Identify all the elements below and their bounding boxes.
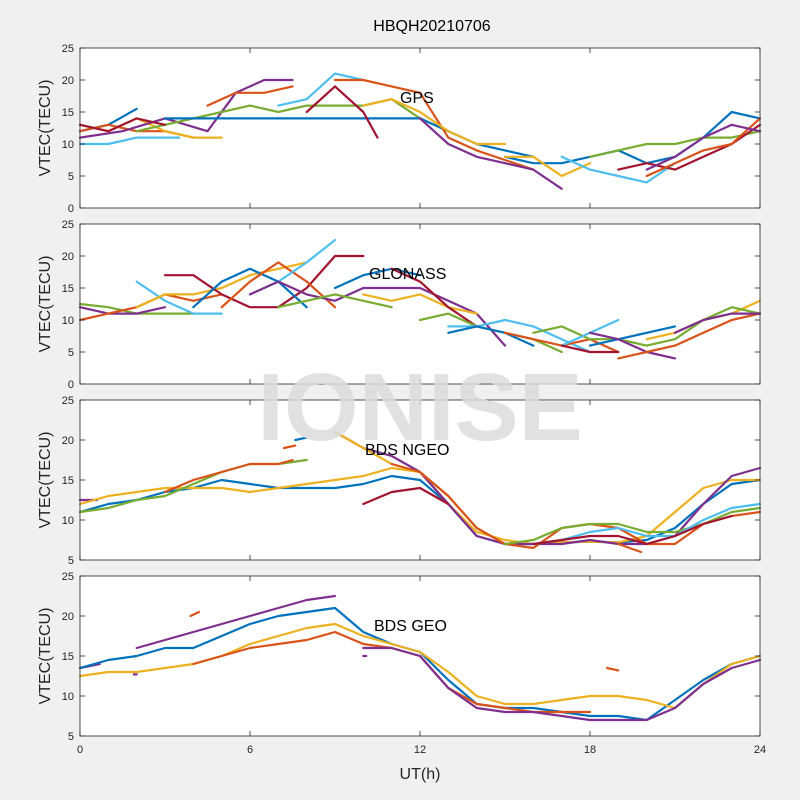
series-line	[617, 312, 762, 360]
y-tick-label: 10	[62, 139, 74, 151]
panel-label: BDS GEO	[374, 618, 447, 635]
series-line	[532, 325, 648, 347]
y-tick-label: 25	[62, 571, 74, 583]
series-line	[560, 155, 677, 184]
series-line	[588, 325, 677, 347]
series-line	[447, 325, 535, 347]
chart-title: HBQH20210706	[373, 18, 491, 35]
x-axis-label: UT(h)	[400, 766, 441, 783]
y-tick-label: 20	[62, 251, 74, 263]
series-line	[333, 430, 762, 546]
series-line	[390, 267, 478, 328]
series-line	[588, 331, 677, 360]
panel-label: GLONASS	[369, 266, 446, 283]
series-line	[362, 486, 450, 506]
y-axis-label: VTEC(TECU)	[37, 256, 54, 353]
y-tick-label: 20	[62, 611, 74, 623]
plot-area	[80, 48, 760, 208]
x-tick-label: 12	[414, 744, 426, 756]
series-line	[192, 267, 308, 309]
y-axis-label: VTEC(TECU)	[37, 432, 54, 529]
series-line	[503, 155, 592, 178]
y-tick-label: 15	[62, 651, 74, 663]
series-line	[560, 344, 620, 354]
series-line	[135, 261, 308, 309]
y-axis-label: VTEC(TECU)	[37, 80, 54, 177]
series-line	[78, 117, 167, 133]
panel-label: GPS	[400, 90, 434, 107]
panel-2: 0 5 10 15 20 25 VTEC(TECU) GLONASS	[37, 219, 762, 391]
series-line	[418, 117, 563, 190]
series-line	[277, 293, 393, 309]
series-line	[588, 130, 762, 158]
y-tick-label: 0	[68, 379, 74, 391]
series-line	[305, 85, 379, 139]
series-line	[645, 123, 762, 171]
series-line	[277, 72, 365, 107]
series-line	[605, 666, 620, 672]
series-line	[362, 98, 507, 146]
x-tick-label: 18	[584, 744, 596, 756]
series-line	[282, 444, 297, 450]
panel-4: 5 10 15 20 25 0 6 12 18 24 VTEC(TECU) BDS GEO	[37, 571, 766, 756]
y-tick-label: 0	[68, 203, 74, 215]
y-tick-label: 25	[62, 395, 74, 407]
y-tick-label: 20	[62, 75, 74, 87]
x-tick-label: 24	[754, 744, 766, 756]
x-tick-label: 0	[77, 744, 83, 756]
series-line	[362, 646, 762, 722]
series-group	[78, 72, 762, 190]
y-axis-label: VTEC(TECU)	[37, 608, 54, 705]
series-line	[673, 312, 762, 334]
watermark-text: IONISE	[257, 354, 582, 461]
y-tick-label: 10	[62, 515, 74, 527]
series-line	[163, 254, 365, 309]
y-tick-label: 15	[62, 107, 74, 119]
series-group	[78, 594, 762, 722]
series-line	[294, 436, 308, 442]
series-line	[333, 78, 535, 171]
x-tick-label: 6	[247, 744, 253, 756]
y-tick-label: 5	[68, 347, 74, 359]
series-line	[362, 293, 478, 315]
series-group	[78, 238, 762, 360]
y-tick-label: 20	[62, 435, 74, 447]
series-line	[206, 85, 294, 107]
series-line	[78, 78, 294, 139]
y-tick-label: 10	[62, 691, 74, 703]
plot-area	[80, 224, 760, 384]
panel-3: 5 10 15 20 25 VTEC(TECU) BDS NGEO	[37, 395, 762, 567]
series-line	[532, 502, 762, 546]
y-tick-label: 5	[68, 171, 74, 183]
y-tick-label: 10	[62, 315, 74, 327]
series-line	[163, 458, 294, 494]
series-line	[503, 506, 762, 546]
y-tick-label: 15	[62, 283, 74, 295]
series-line	[163, 117, 535, 158]
series-line	[645, 117, 762, 178]
series-line	[135, 98, 450, 133]
series-line	[135, 594, 337, 650]
y-tick-label: 5	[68, 555, 74, 567]
series-line	[532, 514, 733, 546]
panel-label: BDS NGEO	[365, 442, 449, 459]
series-group	[78, 430, 762, 554]
series-line	[503, 110, 762, 165]
y-tick-label: 25	[62, 219, 74, 231]
series-line	[135, 280, 223, 315]
series-line	[78, 136, 181, 146]
series-line	[189, 610, 201, 618]
y-tick-label: 5	[68, 731, 74, 743]
y-tick-label: 25	[62, 43, 74, 55]
series-line	[617, 542, 643, 554]
series-line	[333, 267, 422, 290]
y-tick-label: 15	[62, 475, 74, 487]
series-line	[220, 261, 337, 309]
panel-1: 0 5 10 15 20 25 VTEC(TECU) GPS	[37, 43, 762, 215]
series-line	[78, 306, 167, 315]
